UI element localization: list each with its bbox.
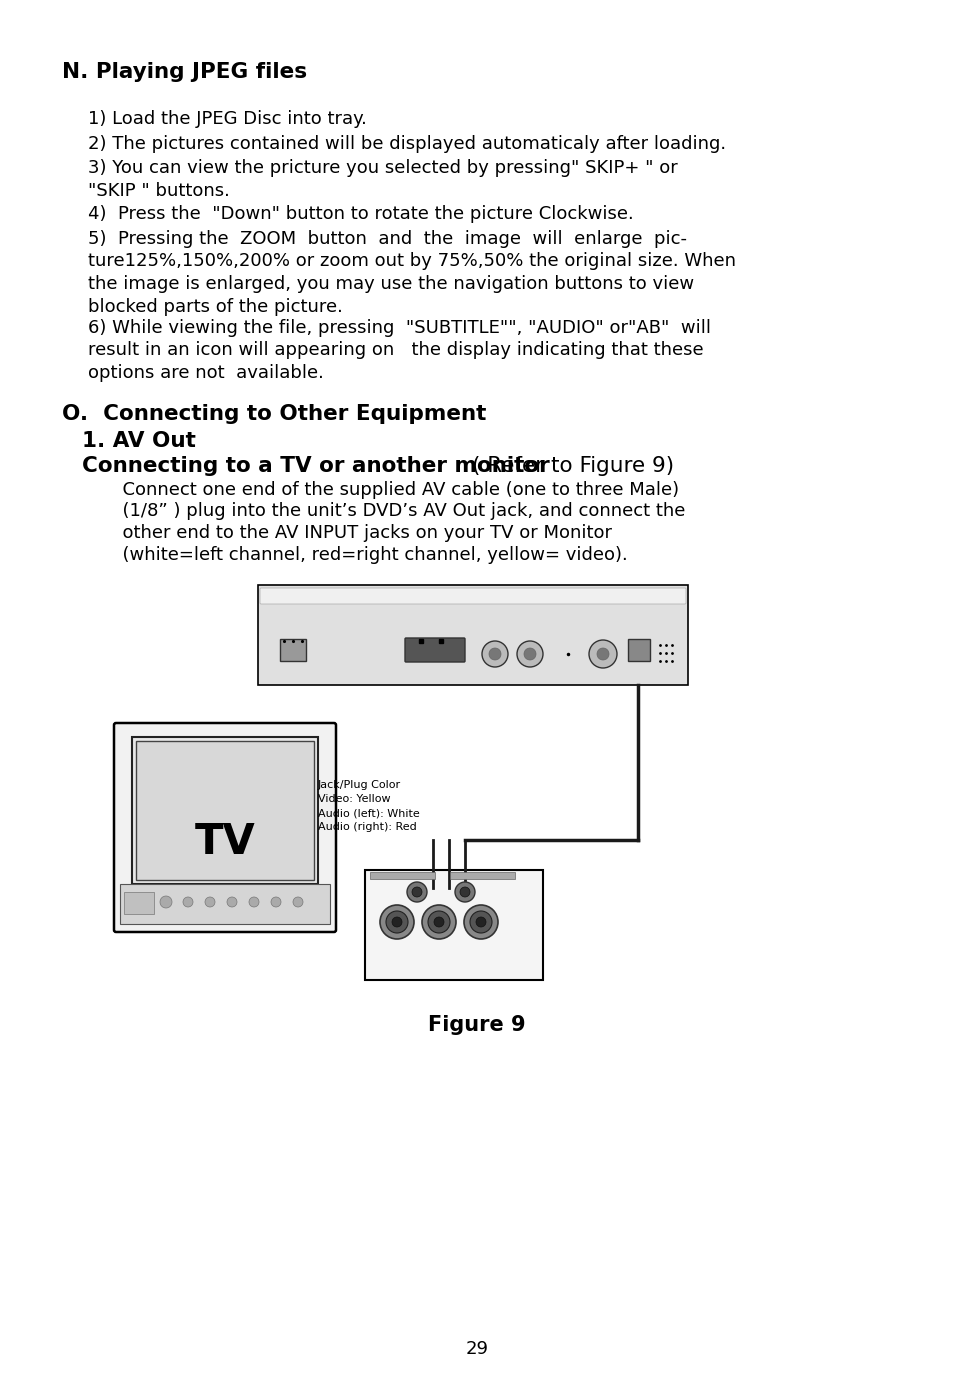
Circle shape [597, 648, 608, 661]
Bar [124, 891, 153, 914]
Text: 5)  Pressing the  ZOOM  button  and  the  image  will  enlarge  pic-
ture125%,15: 5) Pressing the ZOOM button and the imag… [88, 229, 735, 316]
Bar [365, 871, 542, 980]
Text: 6) While viewing the file, pressing  "SUBTITLE"", "AUDIO" or"AB"  will
result in: 6) While viewing the file, pressing "SUB… [88, 318, 710, 383]
Text: Jack/Plug Color
Video: Yellow
Audio (left): White
Audio (right): Red: Jack/Plug Color Video: Yellow Audio (lef… [317, 779, 419, 832]
Text: 1. AV Out: 1. AV Out [82, 431, 195, 451]
Text: other end to the AV INPUT jacks on your TV or Monitor: other end to the AV INPUT jacks on your … [88, 524, 612, 542]
Bar [280, 638, 306, 661]
Circle shape [205, 897, 214, 907]
Circle shape [428, 911, 450, 933]
Circle shape [386, 911, 408, 933]
Circle shape [523, 648, 536, 661]
FancyBboxPatch shape [113, 723, 335, 931]
Text: O.  Connecting to Other Equipment: O. Connecting to Other Equipment [62, 404, 486, 424]
Circle shape [271, 897, 281, 907]
Circle shape [293, 897, 303, 907]
Text: N. Playing JPEG files: N. Playing JPEG files [62, 62, 307, 82]
Text: TV: TV [194, 821, 255, 864]
Circle shape [463, 905, 497, 938]
Circle shape [379, 905, 414, 938]
Bar [370, 872, 435, 879]
Circle shape [412, 887, 421, 897]
Circle shape [249, 897, 258, 907]
Bar [120, 884, 330, 925]
Circle shape [489, 648, 500, 661]
Text: 3) You can view the pricture you selected by pressing" SKIP+ " or
"SKIP " button: 3) You can view the pricture you selecte… [88, 159, 677, 200]
Text: Connecting to a TV or another monitor: Connecting to a TV or another monitor [82, 456, 549, 475]
Circle shape [434, 918, 443, 927]
Text: ( Refer to Figure 9): ( Refer to Figure 9) [472, 456, 674, 475]
Circle shape [588, 640, 617, 668]
Text: 4)  Press the  "Down" button to rotate the picture Clockwise.: 4) Press the "Down" button to rotate the… [88, 205, 633, 223]
Circle shape [481, 641, 507, 668]
Bar [257, 585, 687, 685]
Text: 2) The pictures contained will be displayed automaticaly after loading.: 2) The pictures contained will be displa… [88, 134, 725, 152]
Circle shape [392, 918, 401, 927]
Circle shape [517, 641, 542, 668]
Circle shape [227, 897, 236, 907]
Circle shape [421, 905, 456, 938]
Text: 1) Load the JPEG Disc into tray.: 1) Load the JPEG Disc into tray. [88, 111, 367, 129]
Bar [627, 638, 649, 661]
Bar [136, 741, 314, 880]
FancyBboxPatch shape [405, 638, 464, 662]
Text: 29: 29 [465, 1341, 488, 1359]
Circle shape [407, 882, 427, 902]
Circle shape [459, 887, 470, 897]
Text: Connect one end of the supplied AV cable (one to three Male): Connect one end of the supplied AV cable… [88, 481, 679, 499]
Circle shape [160, 896, 172, 908]
Circle shape [470, 911, 492, 933]
Bar [450, 872, 515, 879]
Bar [132, 737, 317, 884]
Text: Figure 9: Figure 9 [428, 1014, 525, 1035]
Circle shape [455, 882, 475, 902]
FancyBboxPatch shape [260, 587, 685, 604]
Text: (1/8” ) plug into the unit’s DVD’s AV Out jack, and connect the: (1/8” ) plug into the unit’s DVD’s AV Ou… [88, 503, 684, 521]
Circle shape [476, 918, 485, 927]
Circle shape [183, 897, 193, 907]
Text: (white=left channel, red=right channel, yellow= video).: (white=left channel, red=right channel, … [88, 546, 627, 564]
